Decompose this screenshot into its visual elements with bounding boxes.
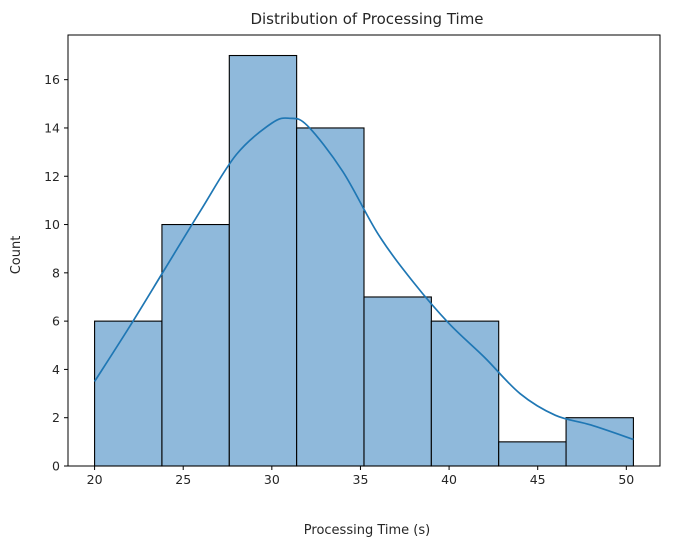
y-tick-label-6: 12: [44, 169, 60, 184]
x-tick-label-5: 45: [530, 472, 546, 487]
y-tick-label-8: 16: [44, 72, 60, 87]
histogram-bar-0: [94, 320, 163, 467]
histogram-bar-2: [228, 54, 298, 467]
x-tick-label-6: 50: [618, 472, 634, 487]
y-tick-label-4: 8: [52, 265, 60, 280]
y-axis-label: Count: [9, 236, 24, 275]
histogram-bar-4: [363, 296, 432, 467]
y-tick-label-0: 0: [52, 459, 60, 474]
x-tick-label-2: 30: [264, 472, 280, 487]
histogram-bar-5: [430, 320, 500, 467]
y-tick-label-7: 14: [44, 120, 60, 135]
x-tick-label-0: 20: [87, 472, 103, 487]
y-tick-label-2: 4: [52, 362, 60, 377]
histogram-bar-3: [296, 127, 365, 467]
x-tick-label-4: 40: [441, 472, 457, 487]
bars-group: [94, 54, 634, 467]
x-tick-label-1: 25: [175, 472, 191, 487]
histogram-bar-7: [565, 417, 634, 467]
plot-frame: [67, 34, 661, 467]
kde-curve: [93, 117, 634, 441]
y-tick-label-3: 6: [52, 314, 60, 329]
histogram-bar-6: [498, 441, 567, 467]
chart-title: Distribution of Processing Time: [250, 10, 483, 28]
x-axis-label: Processing Time (s): [304, 523, 430, 538]
x-tick-label-3: 35: [353, 472, 369, 487]
y-tick-label-1: 2: [52, 410, 60, 425]
histogram-bar-1: [161, 223, 230, 467]
x-axis-ticks: 20 25 30 35 40 45 50: [87, 466, 634, 487]
y-axis-ticks: 0 2 4 6 8 10 12 14 16: [44, 72, 68, 474]
y-tick-label-5: 10: [44, 217, 60, 232]
